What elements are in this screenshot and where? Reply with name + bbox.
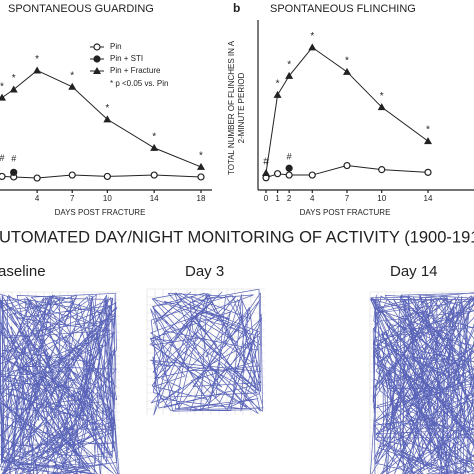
significance-mark: * xyxy=(152,132,156,143)
x-axis-label: DAYS POST FRACTURE xyxy=(300,208,391,217)
marker xyxy=(197,173,205,181)
series-line xyxy=(1,69,202,168)
marker xyxy=(68,171,76,179)
sti-flag: # xyxy=(0,153,5,163)
x-tick-label: 4 xyxy=(35,194,40,203)
y-axis-label: 2-MINUTE PERIOD xyxy=(237,72,246,143)
marker xyxy=(33,174,41,182)
marker xyxy=(424,137,432,145)
y-axis-label: TOTAL NUMBER OF FLINCHES IN A xyxy=(227,40,236,175)
significance-mark: * xyxy=(426,125,430,136)
activity-label: Day 3 xyxy=(185,263,224,280)
x-tick-label: 10 xyxy=(377,194,386,203)
marker xyxy=(273,90,282,98)
activity-label: Day 14 xyxy=(390,263,438,280)
series-line xyxy=(1,174,202,179)
marker xyxy=(93,55,101,63)
legend-label: Pin xyxy=(110,42,122,51)
significance-mark: * xyxy=(276,79,280,90)
x-tick-label: 7 xyxy=(345,194,350,203)
activity-track xyxy=(370,292,474,474)
marker xyxy=(93,67,101,74)
marker xyxy=(343,67,351,75)
x-tick-label: 0 xyxy=(264,194,269,203)
significance-mark: * xyxy=(310,31,314,42)
sti-flag: # xyxy=(11,153,16,163)
legend-label: Pin + Fracture xyxy=(110,66,161,75)
x-tick-label: 4 xyxy=(310,194,315,203)
legend-label: Pin + STI xyxy=(110,54,143,63)
activity-label: Baseline xyxy=(0,263,46,280)
x-tick-label: 14 xyxy=(150,194,159,203)
marker xyxy=(273,170,282,178)
marker xyxy=(197,162,205,170)
sti-flag: # xyxy=(287,151,292,161)
significance-mark: * xyxy=(199,151,203,162)
x-tick-label: 18 xyxy=(197,194,206,203)
marker xyxy=(0,93,6,101)
marker xyxy=(262,169,270,177)
significance-mark: * xyxy=(70,70,74,81)
marker xyxy=(377,103,386,111)
x-tick-label: 1 xyxy=(275,194,280,203)
marker xyxy=(150,171,158,179)
marker xyxy=(93,43,101,51)
marker xyxy=(285,71,294,79)
marker xyxy=(378,166,386,174)
marker xyxy=(0,172,6,181)
x-axis-label: DAYS POST FRACTURE xyxy=(55,208,146,217)
marker xyxy=(10,168,18,176)
significance-mark: * xyxy=(380,91,384,102)
significance-mark: * xyxy=(35,54,39,65)
chart-title: SPONTANEOUS FLINCHING xyxy=(270,3,416,15)
significance-mark: * xyxy=(0,81,4,92)
significance-mark: # xyxy=(263,157,269,168)
marker xyxy=(308,171,316,179)
significance-mark: * xyxy=(12,73,16,84)
significance-mark: * xyxy=(287,60,291,71)
marker xyxy=(343,161,351,170)
marker xyxy=(33,66,42,74)
x-tick-label: 10 xyxy=(103,194,112,203)
significance-mark: * xyxy=(105,103,109,114)
marker xyxy=(285,171,293,179)
activity-title: AUTOMATED DAY/NIGHT MONITORING OF ACTIVI… xyxy=(0,228,474,246)
marker xyxy=(424,168,432,176)
marker xyxy=(103,115,112,123)
x-tick-label: 7 xyxy=(70,194,75,203)
marker xyxy=(9,85,18,93)
marker xyxy=(103,172,111,181)
significance-mark: * xyxy=(345,55,349,66)
activity-track xyxy=(149,288,264,416)
chart-title: SPONTANEOUS GUARDING xyxy=(8,3,154,15)
marker xyxy=(308,43,317,51)
x-tick-label: 2 xyxy=(287,194,292,203)
activity-track xyxy=(0,292,120,474)
marker xyxy=(150,143,159,151)
legend-note: * p <0.05 vs. Pin xyxy=(110,79,168,88)
marker xyxy=(285,164,293,172)
marker xyxy=(68,82,77,90)
x-tick-label: 14 xyxy=(424,194,433,203)
panel-label: b xyxy=(233,1,240,15)
